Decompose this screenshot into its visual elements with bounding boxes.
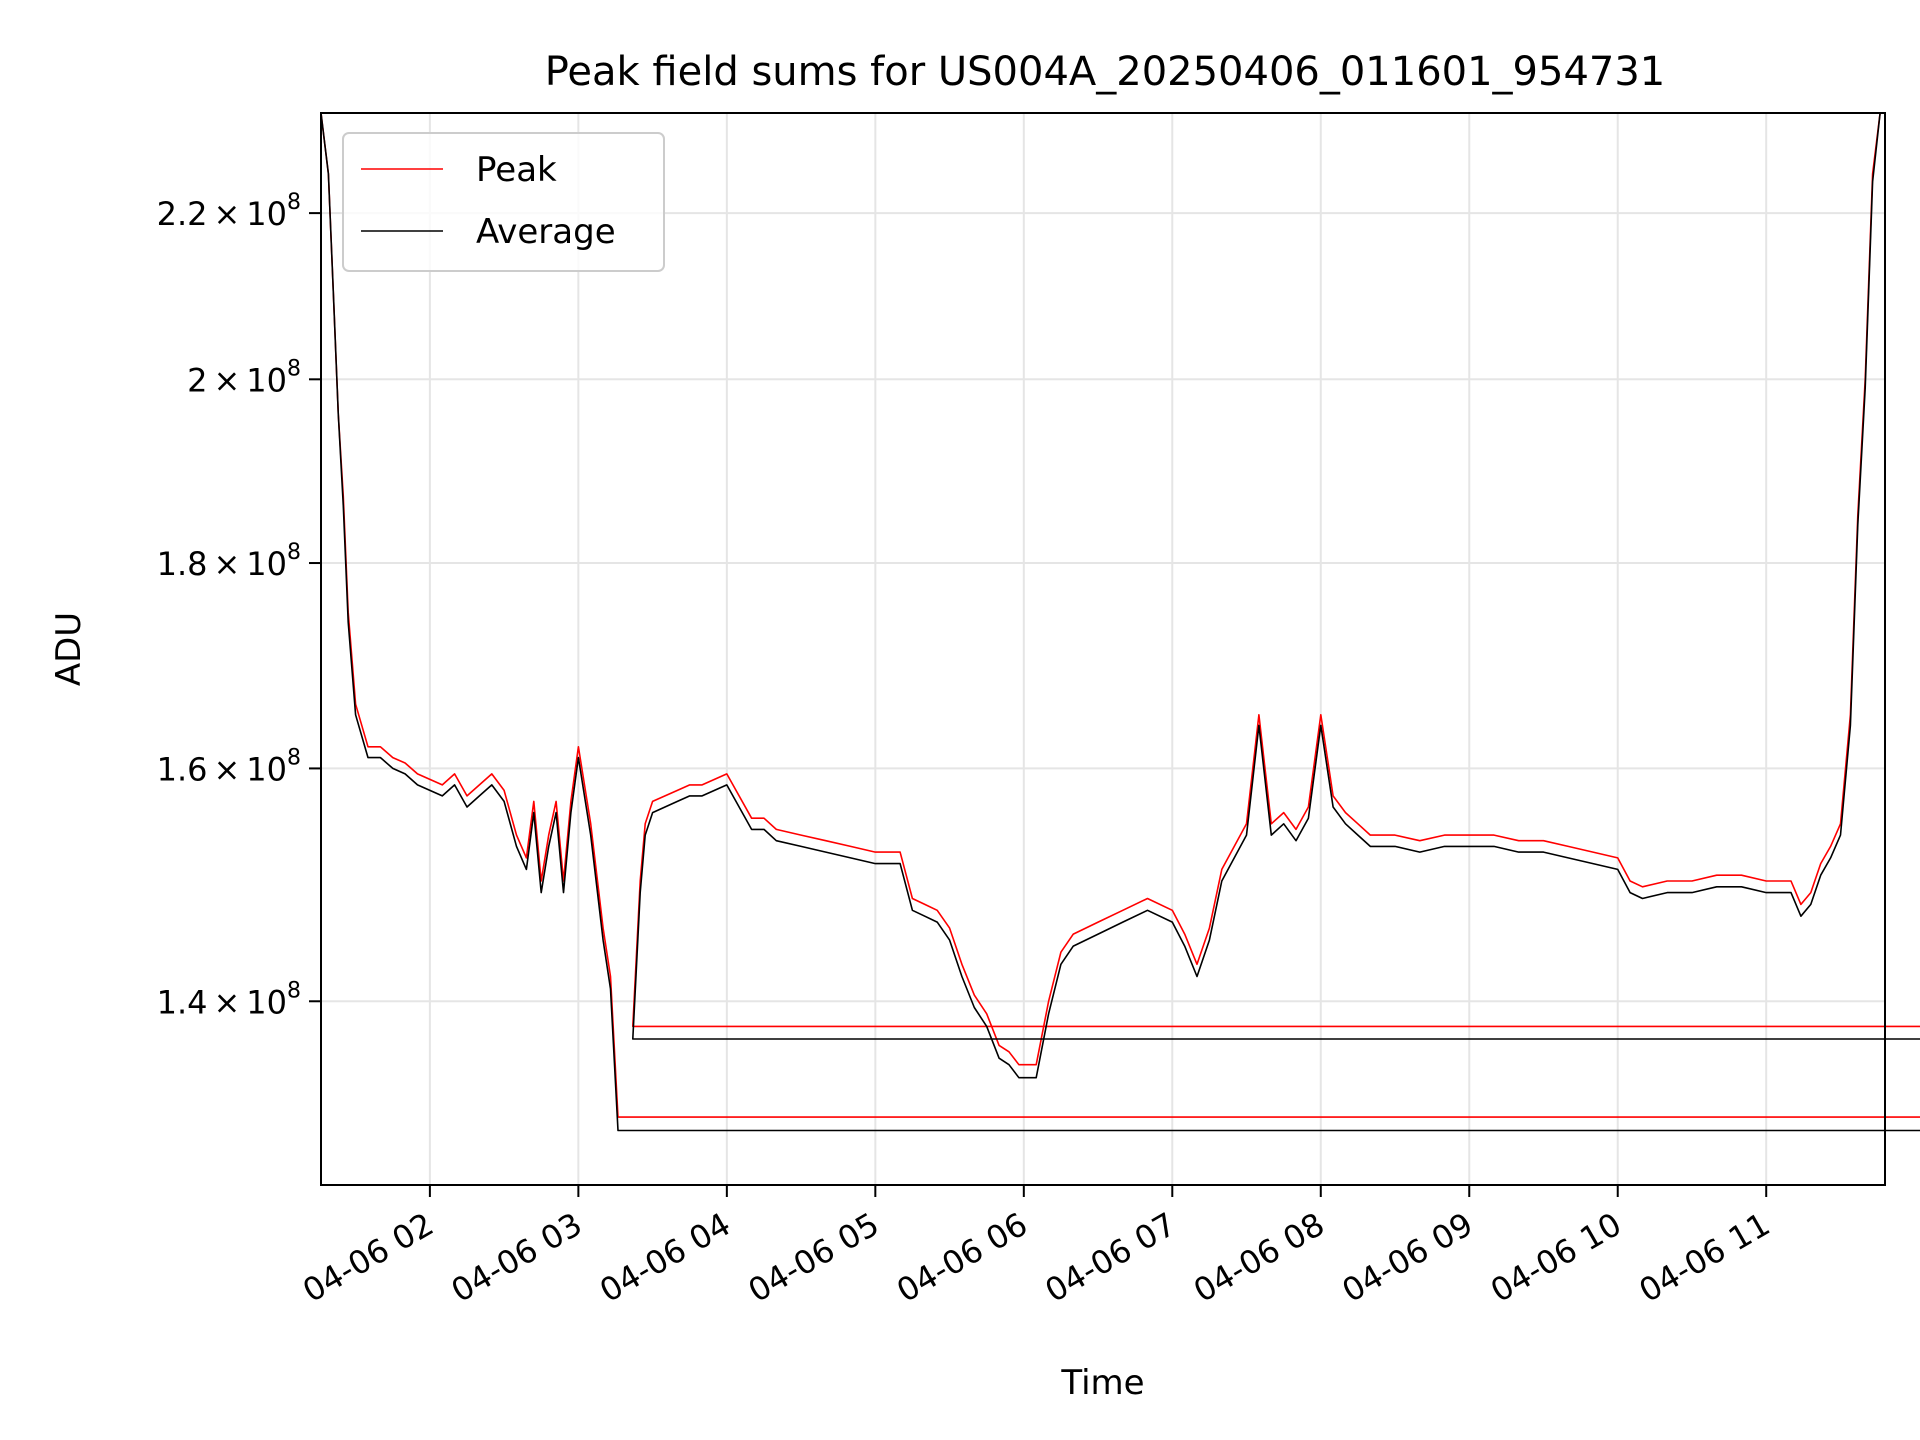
y-tick-times: × [213,361,240,399]
legend: Peak Average [342,132,665,272]
y-tick-times: × [213,983,240,1021]
y-axis-label: ADU [49,612,89,686]
grid [321,113,1885,1185]
y-tick-mantissa: 1.8 [157,545,208,583]
y-tick-label: 1.4 × 108 [157,978,301,1021]
plot-frame [320,112,1886,1186]
y-tick-base: 10 [246,545,287,583]
y-tick-exponent: 8 [287,978,301,1003]
y-tick-base: 10 [246,983,287,1021]
chart-title: Peak field sums for US004A_20250406_0116… [545,49,1666,95]
y-tick-label: 2 × 108 [187,356,301,399]
y-tick-base: 10 [246,195,287,233]
y-tick-mantissa: 2.2 [157,195,208,233]
y-tick-times: × [213,195,240,233]
x-axis-label: Time [1060,1363,1144,1403]
y-tick-exponent: 8 [287,745,301,770]
y-tick-mantissa: 1.6 [157,750,208,788]
y-tick-exponent: 8 [287,190,301,215]
y-tick-label: 1.6 × 108 [157,745,301,788]
y-tick-times: × [213,750,240,788]
y-tick-times: × [213,545,240,583]
y-tick-label: 1.8 × 108 [157,540,301,583]
y-tick-mantissa: 1.4 [157,983,208,1021]
y-tick-base: 10 [246,361,287,399]
y-tick-exponent: 8 [287,356,301,381]
y-tick-exponent: 8 [287,540,301,565]
legend-label-peak: Peak [476,150,557,190]
y-tick-label: 2.2 × 108 [157,190,301,233]
y-tick-mantissa: 2 [187,361,207,399]
legend-box [342,132,665,272]
legend-label-average: Average [476,212,616,252]
y-tick-base: 10 [246,750,287,788]
